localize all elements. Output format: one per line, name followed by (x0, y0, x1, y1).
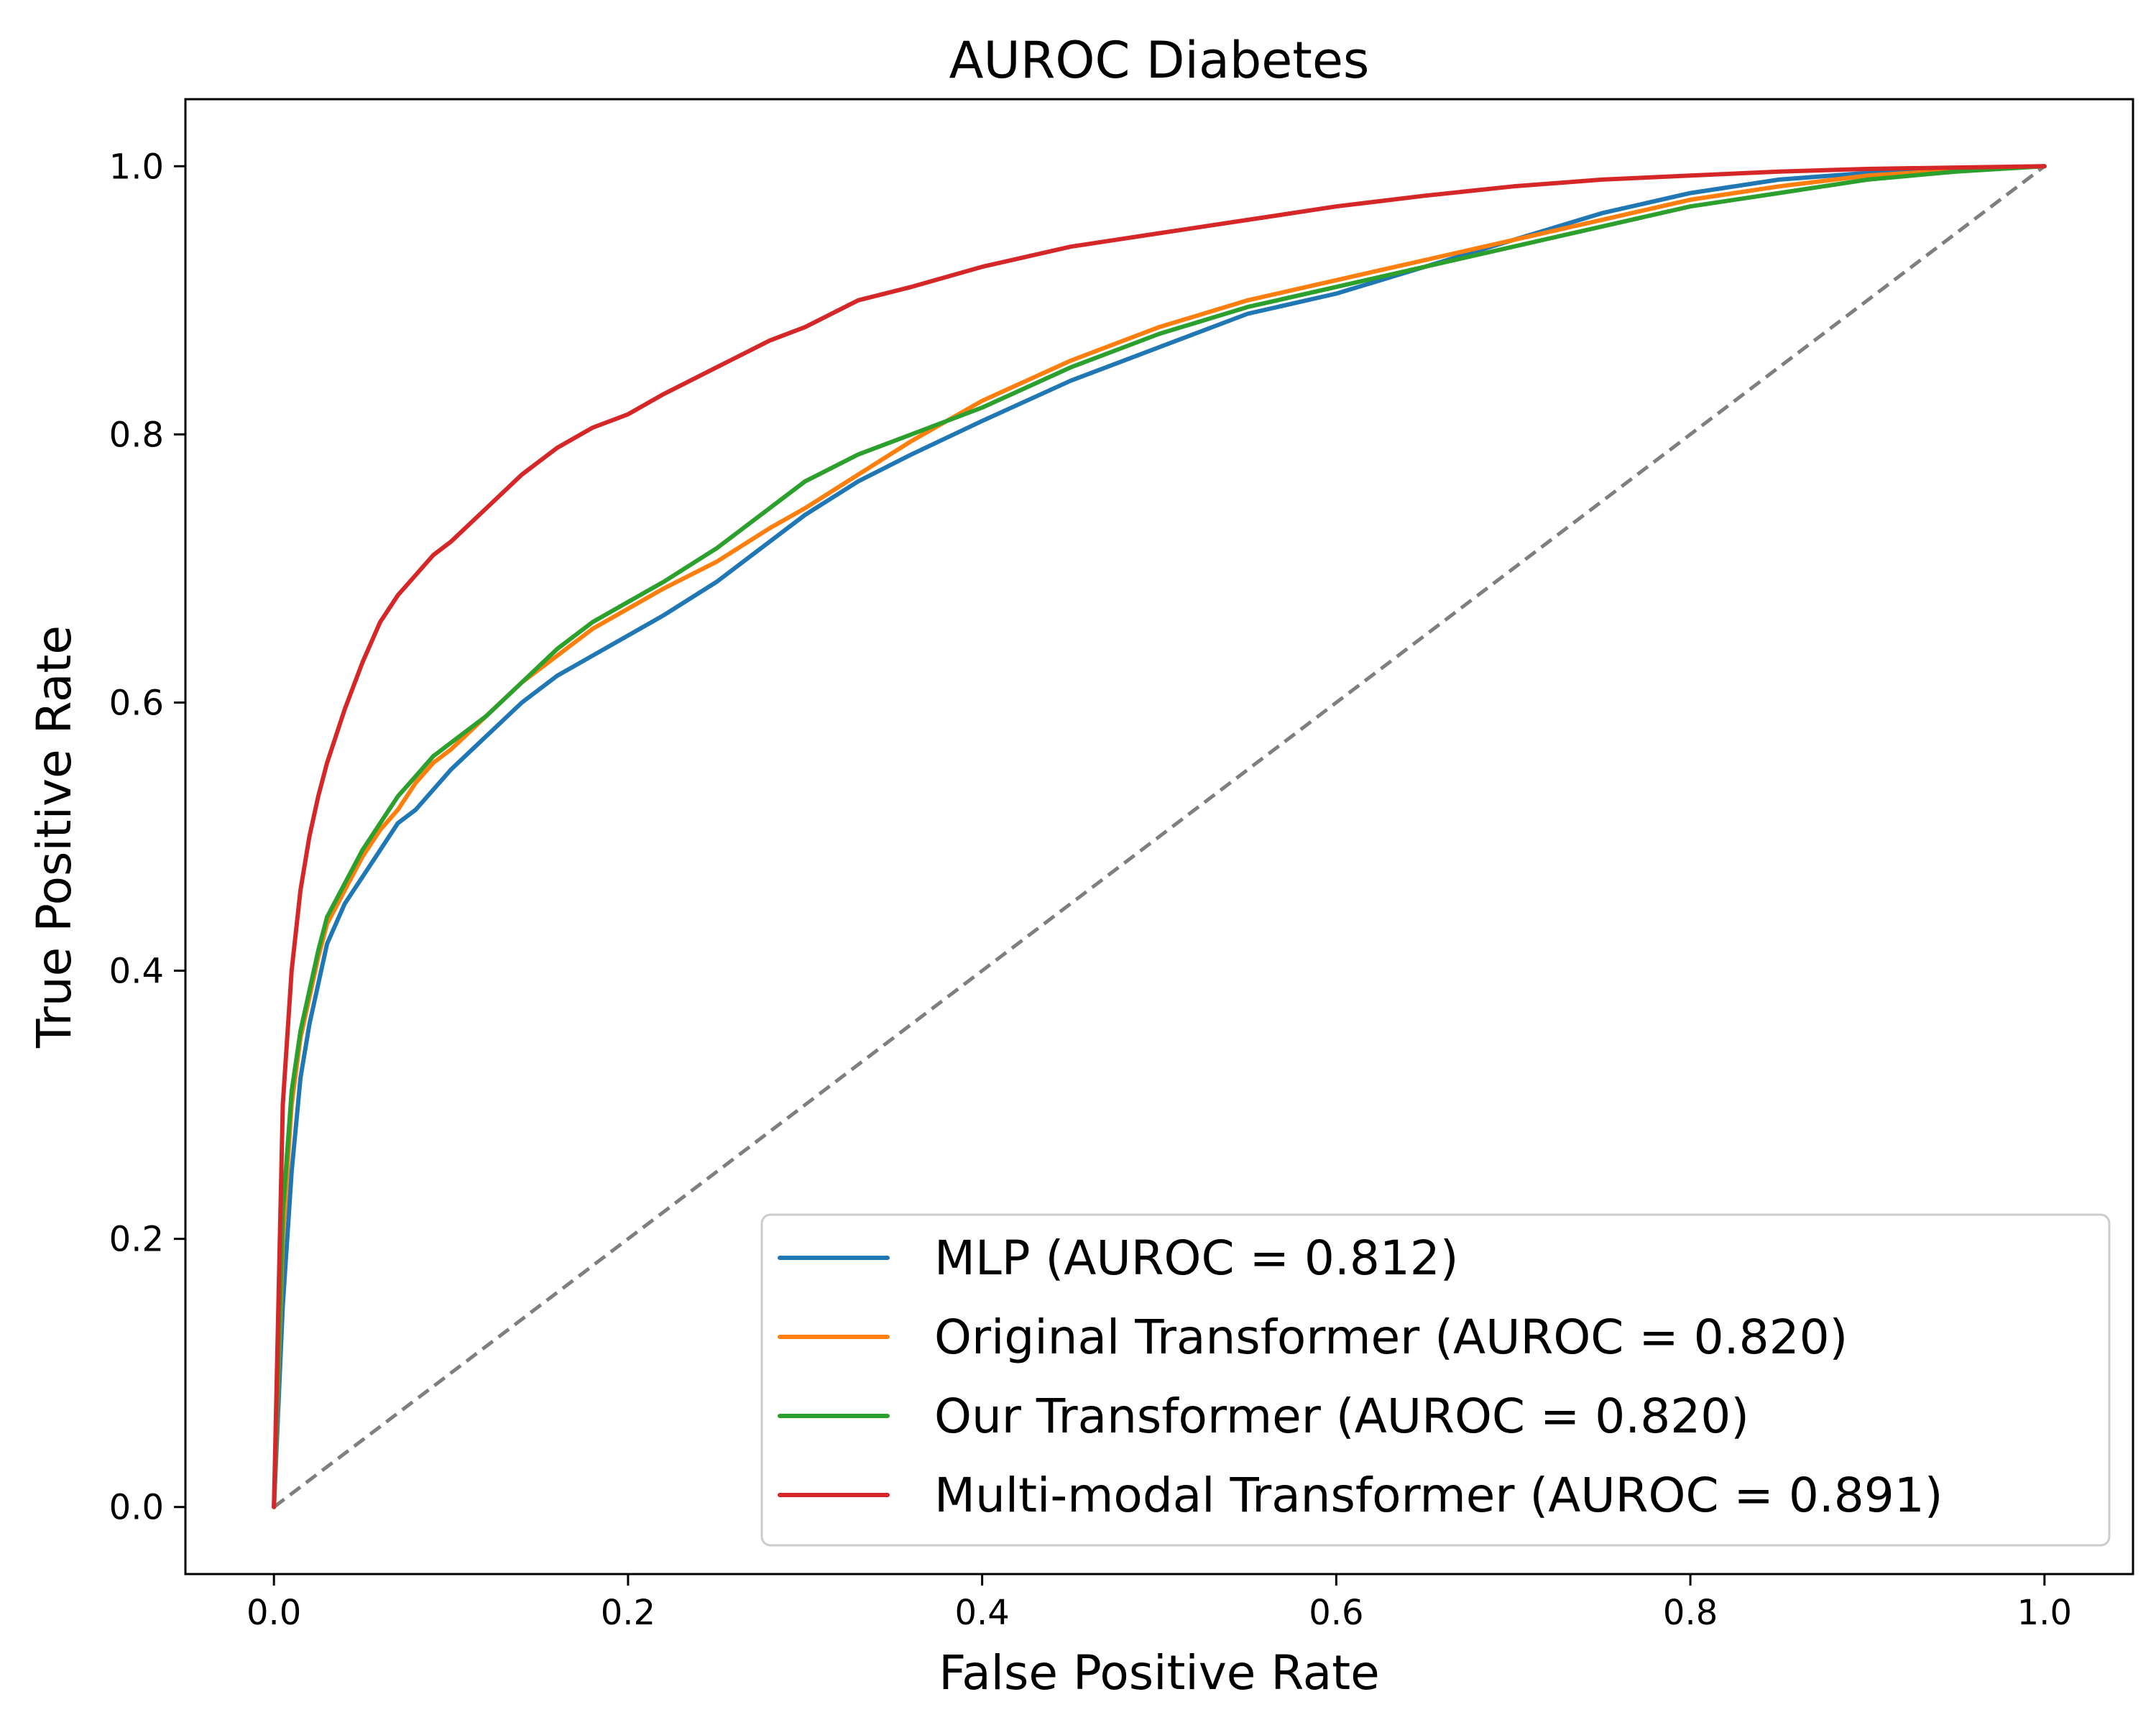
legend: MLP (AUROC = 0.812) Original Transformer … (760, 1213, 2111, 1547)
y-tick-label: 1.0 (109, 147, 164, 187)
chance-diagonal-line (272, 165, 2046, 1509)
y-tick-label: 0.6 (109, 683, 164, 723)
x-tick-label: 0.8 (1663, 1593, 1718, 1633)
x-tick-label: 0.6 (1309, 1593, 1363, 1633)
x-tick-label: 0.4 (954, 1593, 1009, 1633)
plot-area (272, 164, 2047, 1509)
x-axis-label: False Positive Rate (939, 1645, 1379, 1701)
y-tick-label: 0.8 (109, 415, 164, 455)
series-line-2 (272, 164, 2047, 1509)
legend-label-3: Multi-modal Transformer (AUROC = 0.891) (934, 1468, 1943, 1523)
legend-label-0: MLP (AUROC = 0.812) (934, 1230, 1459, 1286)
x-axis: 0.0 0.2 0.4 0.6 0.8 1.0 (247, 1574, 2072, 1633)
x-tick-label: 0.0 (247, 1593, 301, 1633)
y-axis-label: True Positive Rate (27, 625, 82, 1049)
y-tick-label: 0.4 (109, 952, 164, 992)
chart-title: AUROC Diabetes (949, 31, 1370, 90)
x-tick-label: 0.2 (601, 1593, 655, 1633)
legend-label-2: Our Transformer (AUROC = 0.820) (934, 1389, 1749, 1444)
plot-frame (184, 98, 2134, 1576)
legend-label-1: Original Transformer (AUROC = 0.820) (934, 1310, 1848, 1365)
y-axis: 0.0 0.2 0.4 0.6 0.8 1.0 (109, 147, 185, 1528)
y-tick-label: 0.0 (109, 1488, 164, 1528)
y-tick-label: 0.2 (109, 1220, 164, 1260)
series-line-1 (272, 164, 2047, 1509)
legend-box (760, 1213, 2111, 1547)
series-line-3 (272, 164, 2047, 1509)
x-tick-label: 1.0 (2017, 1593, 2072, 1633)
